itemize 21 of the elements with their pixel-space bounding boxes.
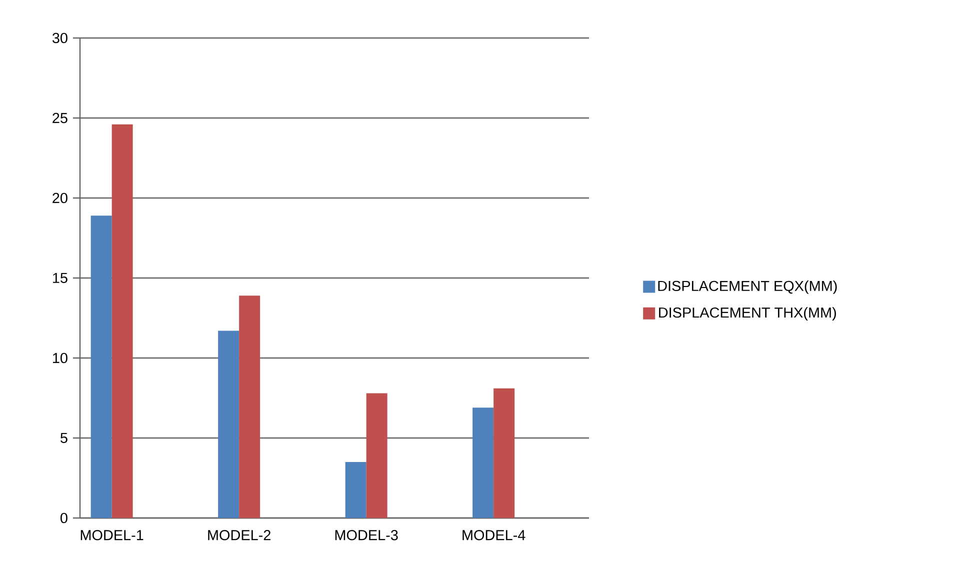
bar bbox=[112, 124, 133, 518]
x-tick-label: MODEL-1 bbox=[80, 530, 144, 540]
bar bbox=[472, 408, 494, 518]
bar bbox=[239, 296, 260, 518]
y-tick-label: 30 bbox=[52, 32, 68, 44]
bar bbox=[218, 330, 240, 518]
legend-label: DISPLACEMENT EQX(MM) bbox=[658, 280, 837, 294]
x-tick-label: MODEL-3 bbox=[335, 530, 398, 540]
y-tick-label: 0 bbox=[60, 512, 68, 524]
y-tick-label: 20 bbox=[52, 192, 68, 204]
y-tick-label: 15 bbox=[53, 272, 68, 284]
x-tick-label: MODEL-2 bbox=[208, 530, 270, 540]
bar bbox=[90, 216, 112, 518]
legend-label: DISPLACEMENT THX(MM) bbox=[659, 307, 836, 321]
y-tick-label: 25 bbox=[52, 112, 68, 124]
bar bbox=[345, 462, 366, 518]
bar bbox=[366, 393, 388, 518]
bar bbox=[494, 388, 515, 518]
x-tick-label: MODEL-4 bbox=[462, 530, 526, 540]
y-tick-label: 5 bbox=[60, 432, 68, 444]
y-tick-label: 10 bbox=[53, 352, 68, 364]
